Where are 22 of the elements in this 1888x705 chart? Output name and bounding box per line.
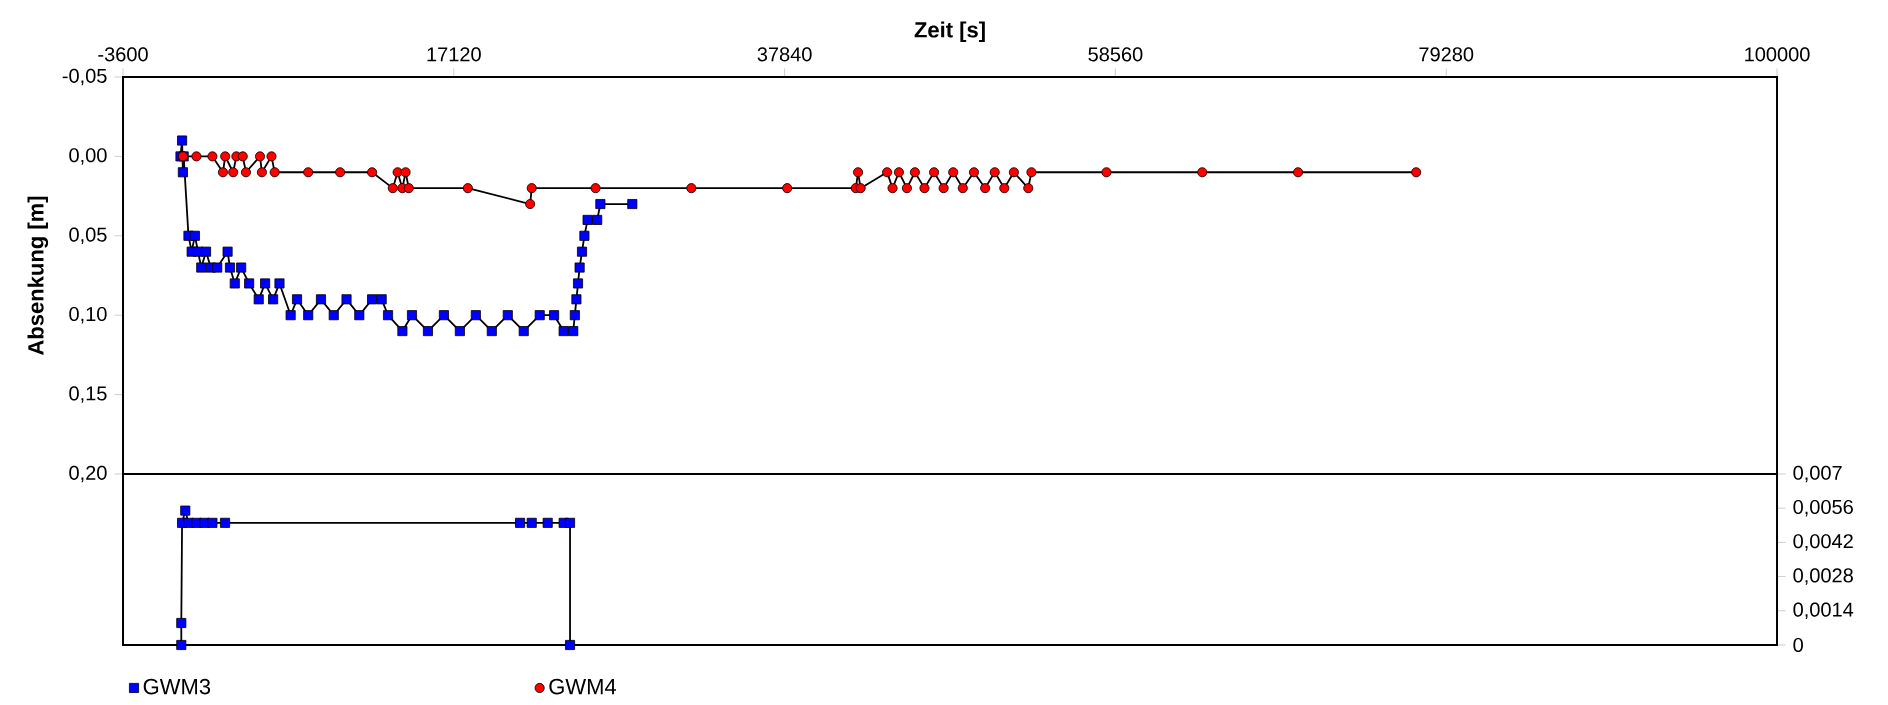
legend-label: GWM3 [143, 678, 211, 695]
y-tick-label: 0,0028 [1793, 568, 1853, 585]
y-tick-label: 0,20 [69, 465, 107, 483]
y-axis-title: Absenkung [m] [27, 196, 49, 356]
y-tick-label: 0,0014 [1793, 602, 1854, 620]
y-tick-label: 0,007 [1793, 465, 1842, 483]
y-tick-label: -0,05 [62, 68, 107, 86]
x-tick-label: 100000 [1745, 47, 1810, 62]
y-tick-label: 0,0042 [1793, 534, 1853, 551]
y-tick-label: 0,15 [69, 386, 107, 403]
y-tick-label: 0 [1793, 637, 1803, 653]
x-tick-label: 37840 [757, 47, 812, 62]
y-tick-label: 0,05 [69, 227, 107, 245]
x-tick-label: -3600 [98, 47, 148, 62]
x-axis-title: Zeit [s] [914, 21, 985, 42]
x-tick-label: 17120 [427, 47, 481, 62]
y-tick-label: 0,10 [69, 306, 107, 324]
legend-label: GWM4 [549, 678, 617, 695]
y-tick-label: 0,00 [69, 148, 107, 165]
y-tick-label: 0,0056 [1793, 499, 1853, 517]
x-tick-label: 79280 [1419, 47, 1474, 62]
x-tick-label: 58560 [1088, 47, 1143, 62]
